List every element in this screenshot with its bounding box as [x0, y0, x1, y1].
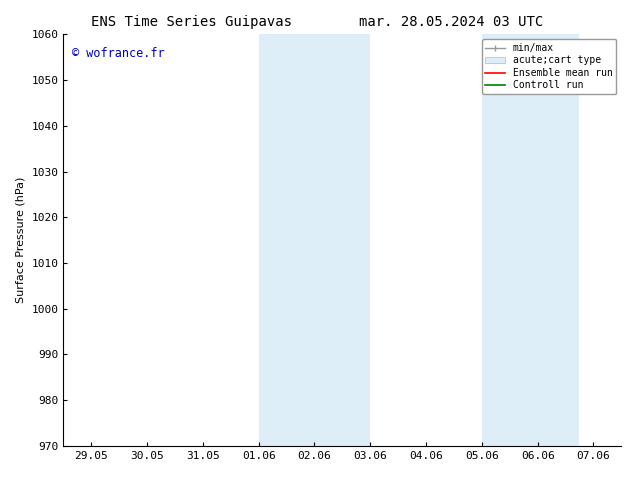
Y-axis label: Surface Pressure (hPa): Surface Pressure (hPa) — [16, 177, 26, 303]
Bar — [259, 34, 370, 446]
Legend: min/max, acute;cart type, Ensemble mean run, Controll run: min/max, acute;cart type, Ensemble mean … — [482, 39, 616, 94]
Text: © wofrance.fr: © wofrance.fr — [72, 47, 164, 60]
Text: ENS Time Series Guipavas        mar. 28.05.2024 03 UTC: ENS Time Series Guipavas mar. 28.05.2024… — [91, 15, 543, 29]
Bar — [482, 34, 579, 446]
